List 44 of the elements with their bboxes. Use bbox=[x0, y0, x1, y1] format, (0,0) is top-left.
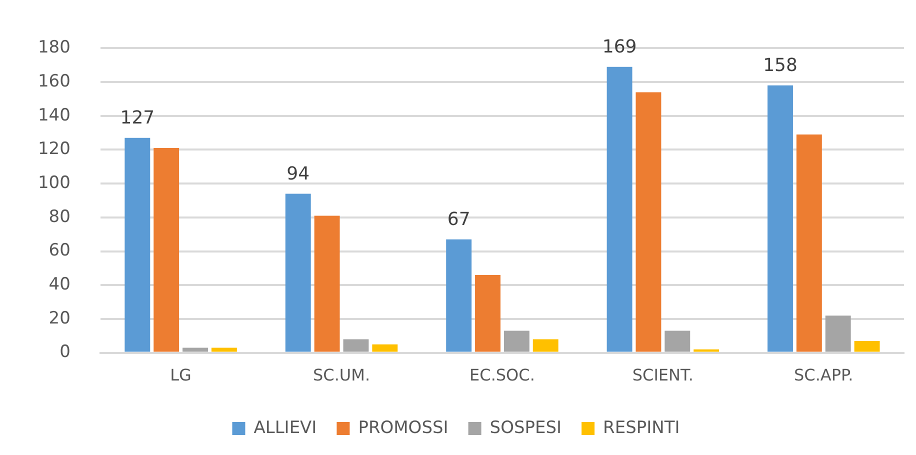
bar bbox=[314, 216, 340, 352]
y-tick-label: 140 bbox=[38, 105, 70, 126]
bar bbox=[285, 194, 311, 352]
bar bbox=[796, 134, 822, 352]
x-tick-label: SC.UM. bbox=[313, 366, 370, 385]
bar bbox=[475, 274, 500, 352]
legend-label: RESPINTI bbox=[603, 418, 680, 438]
y-tick-label: 20 bbox=[48, 308, 70, 328]
bar bbox=[854, 340, 880, 352]
data-label: 158 bbox=[763, 55, 798, 76]
y-tick-label: 100 bbox=[38, 173, 70, 193]
x-tick-label: LG bbox=[170, 366, 192, 385]
data-label: 67 bbox=[447, 209, 470, 230]
bar bbox=[636, 92, 662, 352]
bar bbox=[372, 344, 398, 352]
bar bbox=[532, 339, 558, 352]
bar bbox=[606, 66, 632, 352]
bar bbox=[825, 316, 851, 352]
data-label: 94 bbox=[286, 163, 310, 184]
bar bbox=[446, 239, 472, 352]
data-label: 169 bbox=[602, 36, 637, 58]
legend-label: ALLIEVI bbox=[254, 418, 317, 438]
x-tick-label: EC.SOC. bbox=[470, 366, 535, 385]
legend-label: PROMOSSI bbox=[358, 418, 448, 438]
y-tick-label: 120 bbox=[38, 139, 70, 160]
bar bbox=[694, 349, 720, 352]
bar bbox=[124, 138, 150, 352]
legend-label: SOSPESI bbox=[490, 418, 562, 438]
x-tick-label: SC.APP. bbox=[794, 366, 854, 385]
y-tick-label: 80 bbox=[48, 206, 70, 227]
bar bbox=[154, 148, 180, 352]
bar bbox=[343, 339, 369, 352]
bar bbox=[211, 348, 237, 352]
data-label: 127 bbox=[120, 108, 155, 129]
bar bbox=[768, 85, 793, 352]
bar bbox=[504, 330, 530, 352]
y-tick-label: 40 bbox=[48, 274, 70, 295]
y-tick-label: 0 bbox=[60, 342, 70, 362]
y-tick-label: 160 bbox=[38, 71, 70, 92]
y-tick-label: 180 bbox=[38, 38, 70, 58]
bar bbox=[182, 348, 208, 352]
y-tick-label: 60 bbox=[48, 240, 70, 261]
bar bbox=[664, 330, 690, 352]
x-tick-label: SCIENT. bbox=[632, 366, 694, 385]
